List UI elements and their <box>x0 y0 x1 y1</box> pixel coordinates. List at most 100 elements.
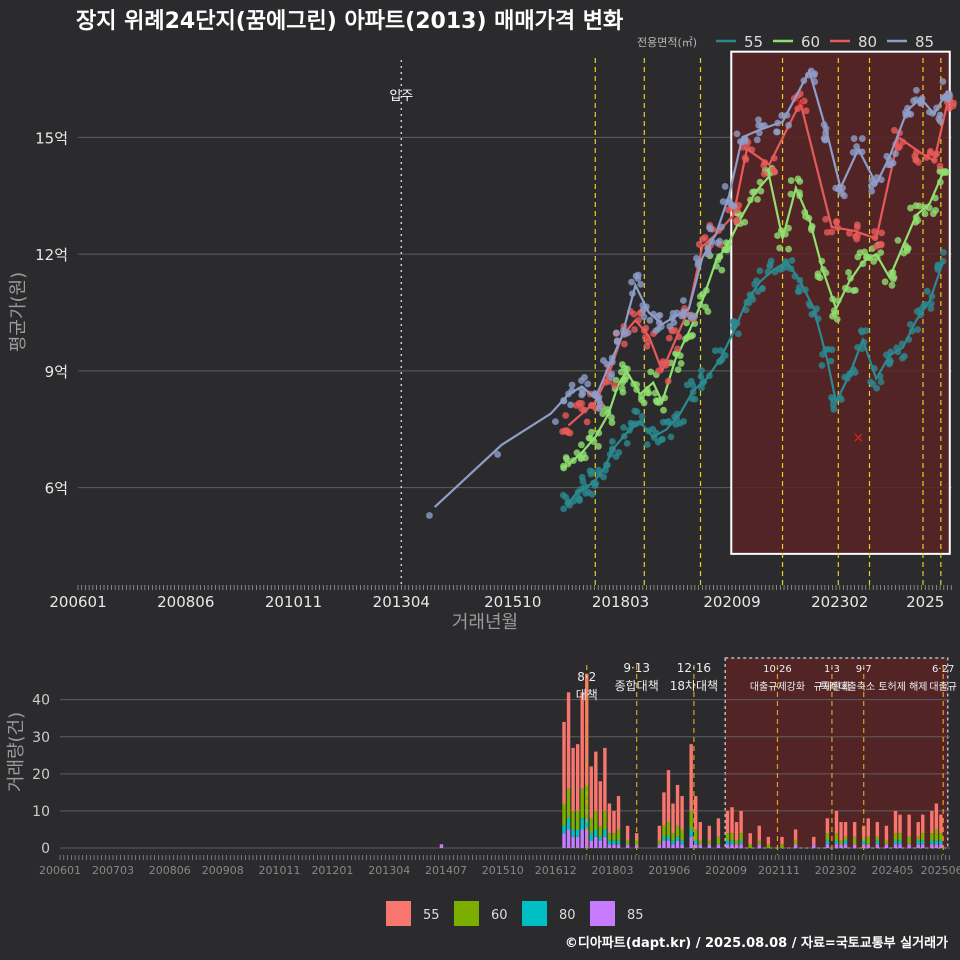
x-tick-label: 201304 <box>373 593 430 611</box>
volume-bar-55 <box>907 814 911 837</box>
volume-bar-60 <box>734 840 739 845</box>
x-tick-label: 201011 <box>265 593 322 611</box>
data-point <box>832 218 840 226</box>
volume-bar-60 <box>852 836 857 845</box>
volume-bar-80 <box>898 840 902 845</box>
volume-bar-55 <box>898 814 902 834</box>
data-point <box>631 326 638 333</box>
volume-bar-60 <box>834 833 839 841</box>
data-point <box>562 493 570 501</box>
volume-bar-85 <box>689 836 693 848</box>
volume-bar-60 <box>575 810 580 830</box>
volume-bar-60 <box>662 825 666 837</box>
volume-bar-55 <box>616 796 621 830</box>
data-point <box>643 342 651 350</box>
volume-bar-80 <box>666 836 671 841</box>
x-tick-label: 201510 <box>482 864 524 877</box>
data-point <box>567 401 574 409</box>
volume-bar-80 <box>730 840 734 845</box>
data-point <box>886 360 893 368</box>
volume-bar-80 <box>671 840 675 845</box>
volume-bar-60 <box>603 810 607 830</box>
data-point <box>679 297 687 304</box>
data-point <box>699 235 707 243</box>
data-point <box>599 410 607 418</box>
data-point <box>821 136 829 144</box>
volume-bar-60 <box>748 844 752 848</box>
volume-bar-55 <box>730 807 734 834</box>
volume-bar-55 <box>825 818 830 834</box>
data-point <box>702 303 709 311</box>
volume-bar-80 <box>598 836 603 841</box>
volume-bar-60 <box>843 836 848 841</box>
volume-bar-80 <box>862 840 866 845</box>
volume-bar-55 <box>662 792 666 826</box>
volume-bar-60 <box>916 836 920 841</box>
data-point <box>612 453 620 461</box>
data-point <box>785 245 792 253</box>
volume-bar-85 <box>616 844 621 848</box>
data-point <box>849 148 857 156</box>
volume-bar-60 <box>739 833 743 841</box>
legend-label-85: 85 <box>915 33 934 51</box>
volume-bar-85 <box>834 844 839 848</box>
data-point <box>929 210 937 218</box>
legend-label: 60 <box>491 908 508 923</box>
volume-bar-55 <box>562 721 566 804</box>
volume-bar-80 <box>689 829 693 837</box>
x-tick-label: 200601 <box>39 864 81 877</box>
policy-label: 18차대책 <box>670 678 718 693</box>
policy-label: 9·13 <box>623 661 650 675</box>
legend-title: 전용면적(㎡) <box>637 36 697 49</box>
data-point <box>578 391 586 399</box>
cancelled-mark: × <box>852 430 864 446</box>
policy-label: 대출규제강화 <box>750 681 805 693</box>
data-point <box>611 381 618 389</box>
data-point <box>776 244 784 252</box>
volume-bar-85 <box>625 844 630 848</box>
data-point <box>756 267 764 275</box>
x-tick-label: 201906 <box>648 864 690 877</box>
y-tick-label: 0 <box>41 841 50 857</box>
data-point <box>767 257 775 265</box>
volume-bar-85 <box>562 833 566 848</box>
volume-bar-60 <box>766 844 771 848</box>
data-point <box>563 455 571 463</box>
volume-bar-80 <box>675 836 680 841</box>
data-point <box>733 130 741 138</box>
volume-bar-55 <box>671 803 675 834</box>
volume-bar-55 <box>694 796 698 830</box>
volume-bar-85 <box>757 844 761 848</box>
data-point <box>829 312 836 320</box>
data-point <box>949 102 957 110</box>
data-point <box>721 183 729 190</box>
volume-bar-60 <box>566 788 571 819</box>
volume-bar-80 <box>594 829 598 837</box>
volume-bar-85 <box>916 844 920 848</box>
policy-label: 규제완화 <box>814 681 851 693</box>
data-point <box>674 345 681 353</box>
volume-bar-60 <box>725 833 730 841</box>
data-point <box>691 312 699 320</box>
data-point <box>674 366 682 374</box>
policy-label: 12·16 <box>677 661 711 675</box>
data-point <box>628 278 635 286</box>
data-point <box>894 236 902 244</box>
data-point <box>923 287 931 295</box>
policy-label: 8·2 <box>577 670 596 684</box>
volume-bar-85 <box>575 836 580 848</box>
data-point <box>660 406 667 414</box>
data-point <box>664 377 672 385</box>
data-point <box>643 389 651 397</box>
legend-swatch <box>386 901 411 926</box>
volume-bar-60 <box>825 833 830 841</box>
x-tick-label: 2025 <box>906 593 944 611</box>
data-point <box>641 334 649 341</box>
volume-bar-85 <box>734 844 739 848</box>
data-point <box>868 182 875 190</box>
policy-label: 특례대출축소 토허제 해제 <box>820 680 928 693</box>
x-tick-label: 201304 <box>368 864 410 877</box>
volume-bar-55 <box>843 822 848 837</box>
volume-bar-85 <box>739 844 743 848</box>
data-point <box>887 161 894 169</box>
